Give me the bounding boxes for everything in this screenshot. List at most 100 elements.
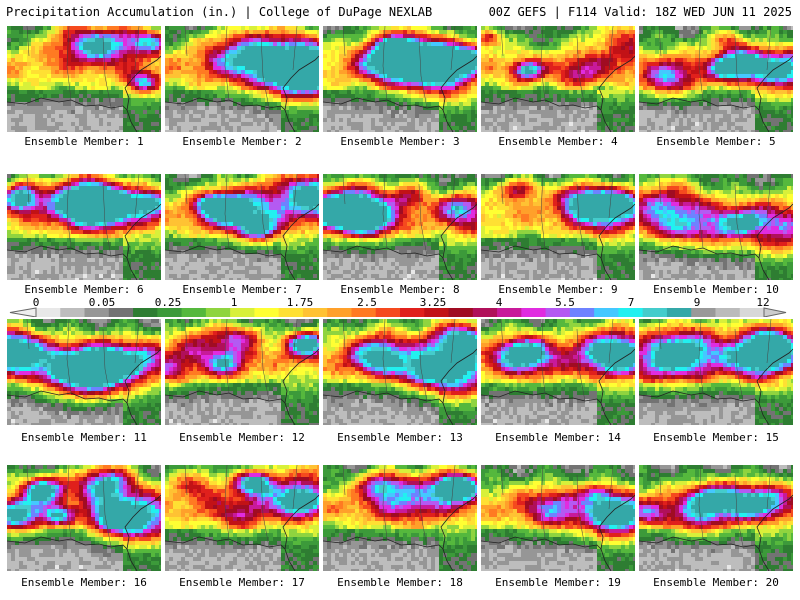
- member-map-13: [323, 319, 477, 425]
- colorbar-tick-label: 3.25: [420, 296, 447, 309]
- colorbar-swatch: [594, 308, 619, 317]
- colorbar-swatch: [157, 308, 183, 317]
- precip-field-10: [639, 174, 793, 280]
- member-caption: Ensemble Member: 17: [165, 576, 319, 589]
- precip-field-17: [165, 465, 319, 571]
- coastline: [165, 494, 319, 571]
- colorbar-swatch: [545, 308, 571, 317]
- precip-colorbar: 0 0.05 0.25 1 1.75 2.5 3.25 4 5.5 7 9 12: [9, 296, 787, 317]
- colorbar-swatch: [205, 308, 231, 317]
- colorbar-swatch: [715, 308, 741, 317]
- precip-field-8: [323, 174, 477, 280]
- state-borders: [342, 319, 456, 402]
- state-borders: [26, 26, 140, 109]
- coastline: [323, 494, 477, 571]
- coastline: [481, 203, 635, 280]
- state-borders: [658, 26, 772, 109]
- colorbar-swatch: [84, 308, 110, 317]
- member-caption: Ensemble Member: 7: [165, 283, 319, 296]
- coastline: [639, 55, 793, 132]
- colorbar-swatch: [60, 308, 86, 317]
- precip-field-1: [7, 26, 161, 132]
- coastline: [481, 494, 635, 571]
- precip-field-13: [323, 319, 477, 425]
- colorbar-high-arrow: [763, 307, 787, 317]
- member-caption: Ensemble Member: 15: [639, 431, 793, 444]
- member-map-17: [165, 465, 319, 571]
- coastline: [481, 348, 635, 425]
- precip-field-14: [481, 319, 635, 425]
- state-borders: [26, 465, 140, 548]
- state-borders: [500, 465, 614, 548]
- colorbar-swatch: [302, 308, 328, 317]
- precip-field-20: [639, 465, 793, 571]
- colorbar-swatch: [666, 308, 692, 317]
- state-borders: [26, 174, 140, 257]
- precip-field-16: [7, 465, 161, 571]
- state-borders: [658, 319, 772, 402]
- state-borders: [658, 174, 772, 257]
- colorbar-swatch: [254, 308, 280, 317]
- colorbar-tick-label: 2.5: [357, 296, 377, 309]
- coastline: [165, 348, 319, 425]
- member-map-2: [165, 26, 319, 132]
- member-map-9: [481, 174, 635, 280]
- state-borders: [342, 465, 456, 548]
- coastline: [639, 203, 793, 280]
- member-map-1: [7, 26, 161, 132]
- colorbar-swatch: [230, 308, 255, 317]
- coastline: [323, 348, 477, 425]
- colorbar-swatch: [108, 308, 134, 317]
- coastline: [7, 55, 161, 132]
- state-borders: [184, 319, 298, 402]
- member-caption: Ensemble Member: 12: [165, 431, 319, 444]
- precip-field-3: [323, 26, 477, 132]
- colorbar-tick-label: 0.05: [89, 296, 116, 309]
- coastline: [7, 203, 161, 280]
- precip-field-12: [165, 319, 319, 425]
- colorbar-swatch: [424, 308, 450, 317]
- coastline: [165, 55, 319, 132]
- colorbar-tick-label: 5.5: [555, 296, 575, 309]
- colorbar-swatch: [642, 308, 668, 317]
- coastline: [165, 203, 319, 280]
- coastline: [7, 494, 161, 571]
- precip-field-2: [165, 26, 319, 132]
- colorbar-swatch: [181, 308, 207, 317]
- coastline: [639, 348, 793, 425]
- map-title: Precipitation Accumulation (in.) | Colle…: [6, 5, 432, 19]
- member-caption: Ensemble Member: 18: [323, 576, 477, 589]
- member-map-16: [7, 465, 161, 571]
- colorbar-low-arrow: [9, 307, 37, 317]
- member-map-8: [323, 174, 477, 280]
- state-borders: [500, 174, 614, 257]
- colorbar-tick-label: 9: [694, 296, 701, 309]
- state-borders: [342, 26, 456, 109]
- precip-field-15: [639, 319, 793, 425]
- colorbar-swatch: [351, 308, 377, 317]
- member-map-12: [165, 319, 319, 425]
- coastline: [323, 55, 477, 132]
- member-caption: Ensemble Member: 20: [639, 576, 793, 589]
- member-caption: Ensemble Member: 11: [7, 431, 161, 444]
- member-caption: Ensemble Member: 1: [7, 135, 161, 148]
- state-borders: [342, 174, 456, 257]
- colorbar-tick-label: 0: [33, 296, 40, 309]
- precip-field-7: [165, 174, 319, 280]
- state-borders: [500, 319, 614, 402]
- member-map-11: [7, 319, 161, 425]
- state-borders: [500, 26, 614, 109]
- colorbar-tick-label: 4: [496, 296, 503, 309]
- member-caption: Ensemble Member: 14: [481, 431, 635, 444]
- member-caption: Ensemble Member: 5: [639, 135, 793, 148]
- colorbar-swatch: [327, 308, 352, 317]
- member-map-20: [639, 465, 793, 571]
- colorbar-tick-label: 1.75: [287, 296, 314, 309]
- member-map-18: [323, 465, 477, 571]
- member-caption: Ensemble Member: 10: [639, 283, 793, 296]
- member-caption: Ensemble Member: 2: [165, 135, 319, 148]
- colorbar-swatch: [691, 308, 716, 317]
- member-caption: Ensemble Member: 4: [481, 135, 635, 148]
- state-borders: [658, 465, 772, 548]
